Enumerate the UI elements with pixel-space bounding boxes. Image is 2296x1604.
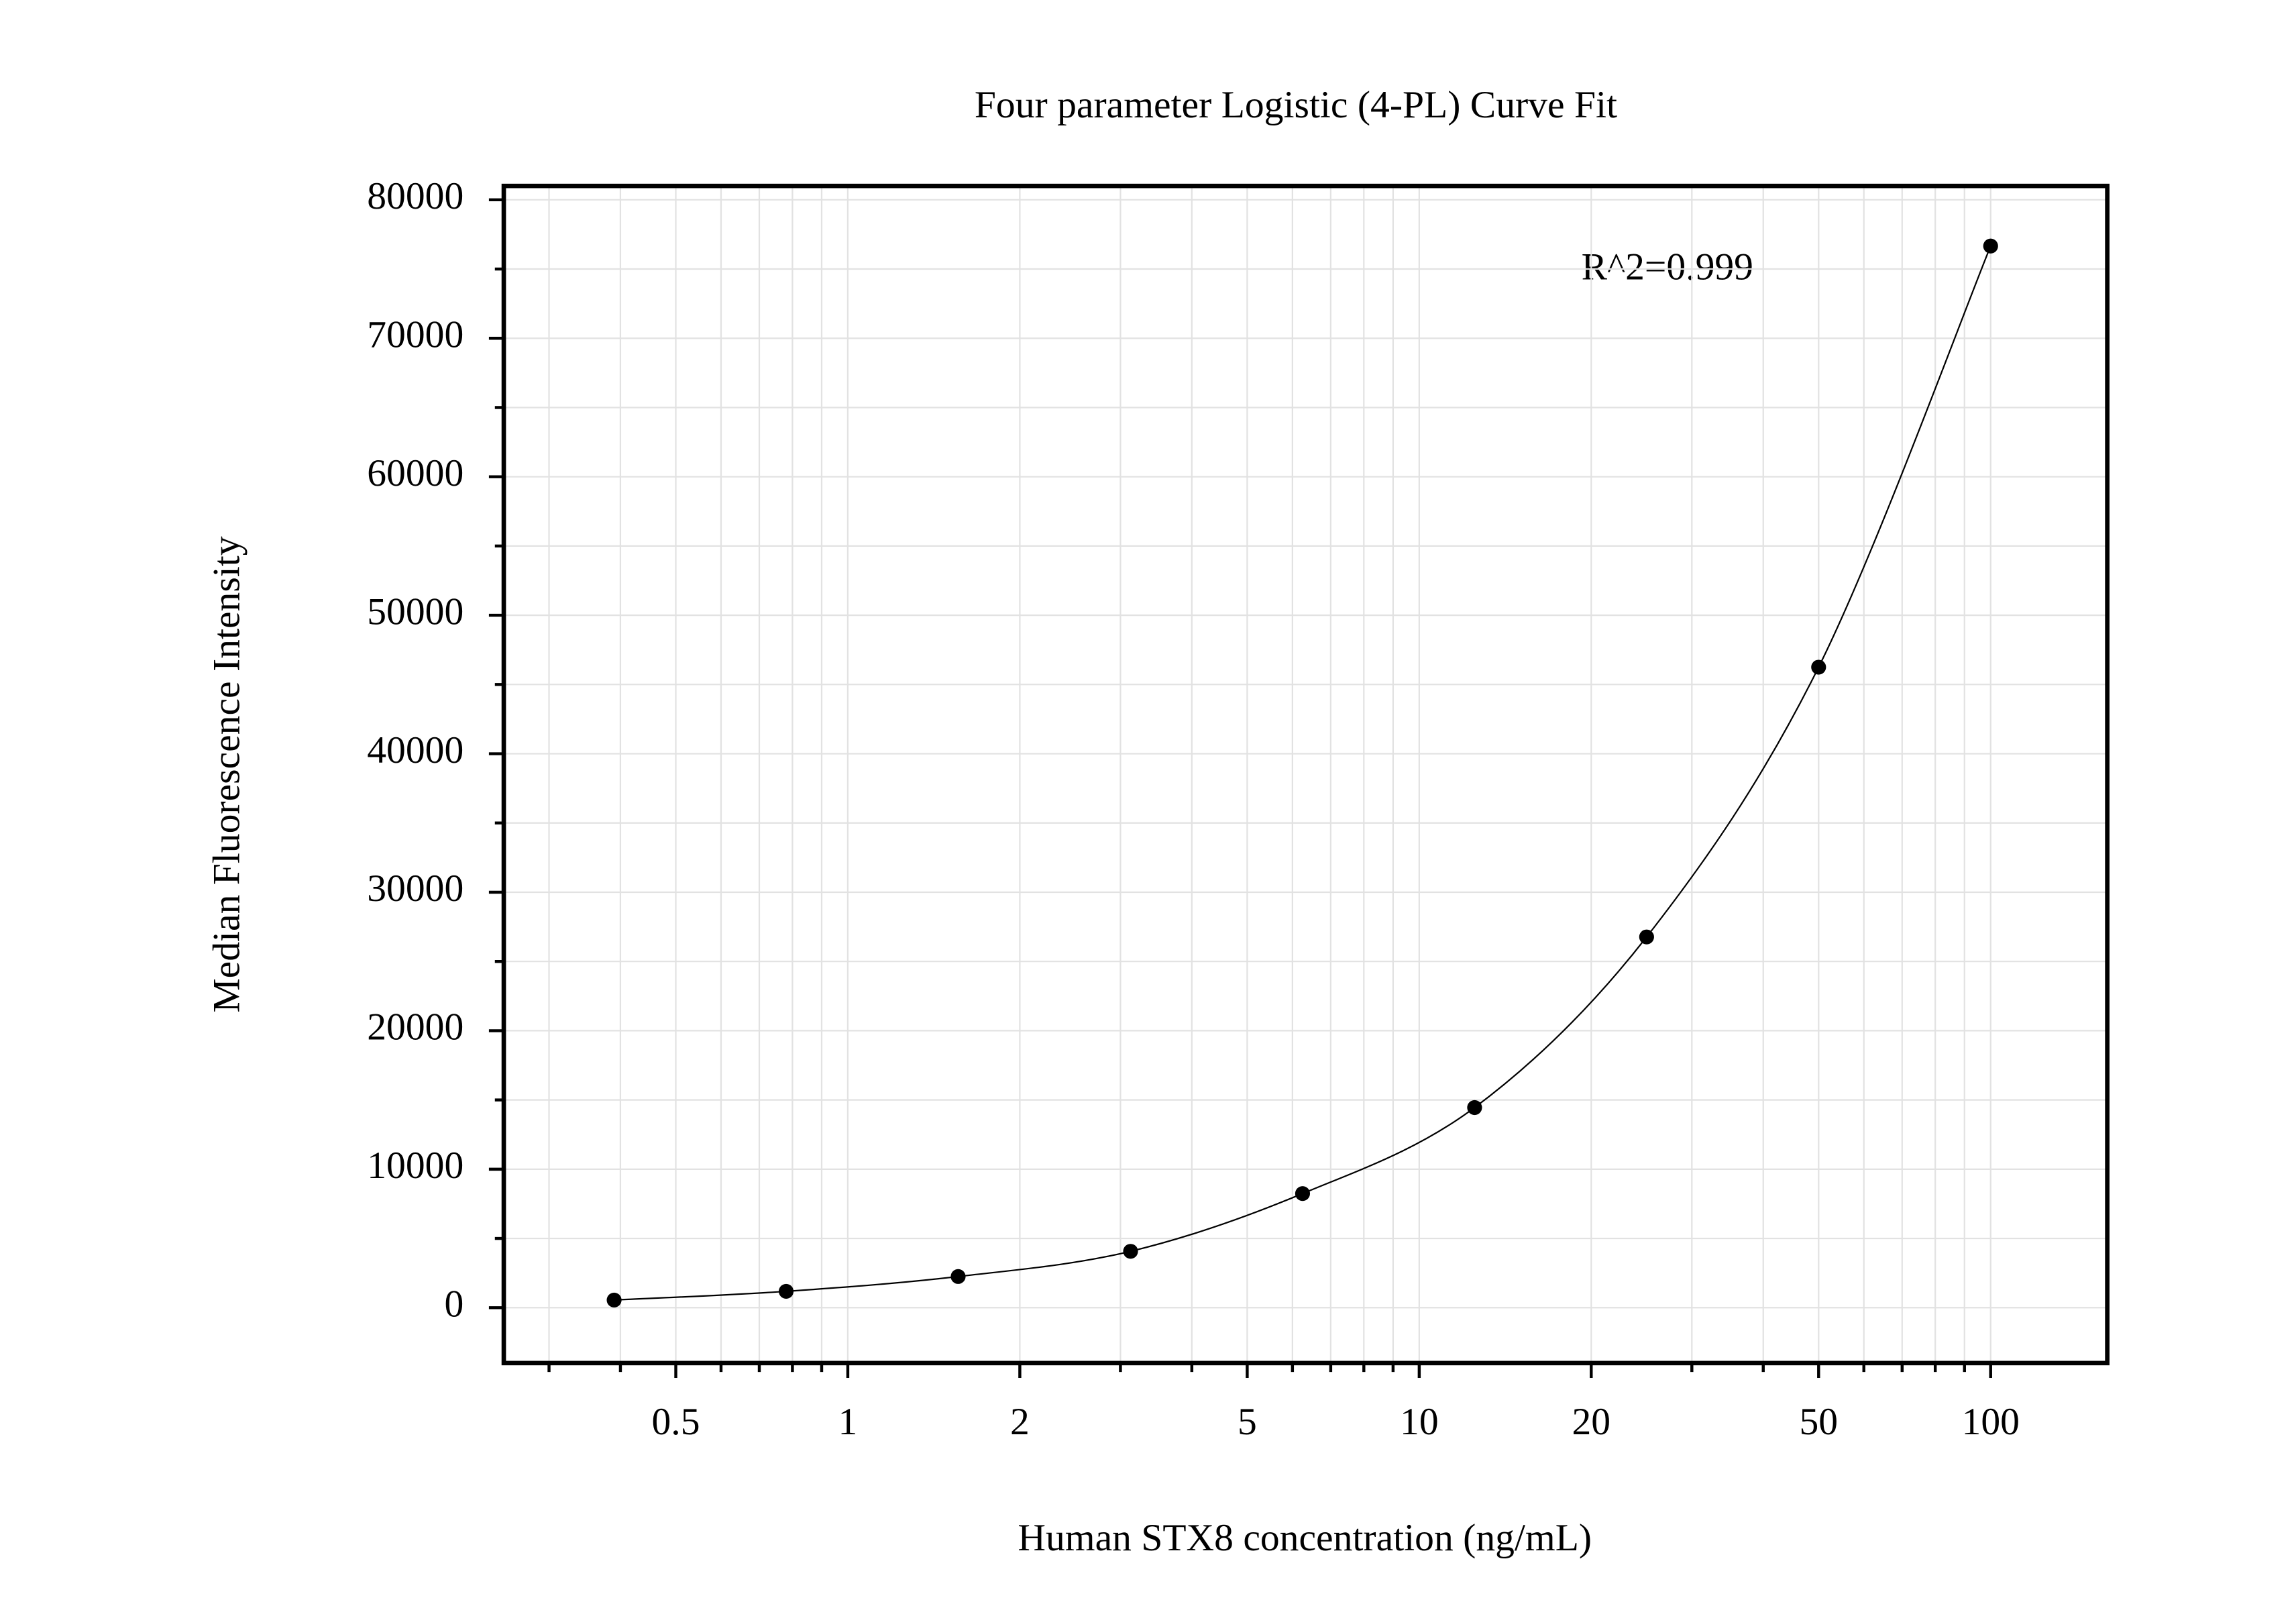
y-tick-label: 60000 [367,452,463,494]
data-point [1467,1100,1482,1116]
x-axis-label: Human STX8 concentration (ng/mL) [1018,1517,1592,1559]
x-tick-label: 2 [1010,1401,1030,1443]
y-tick-label: 40000 [367,729,463,771]
x-tick-label: 5 [1238,1401,1257,1443]
y-tick-label: 80000 [367,175,463,217]
data-point [1639,929,1654,945]
x-tick-label: 20 [1572,1401,1610,1443]
x-tick-label: 1 [838,1401,858,1443]
y-tick-label: 50000 [367,590,463,633]
x-tick-label: 50 [1799,1401,1838,1443]
y-tick-label: 10000 [367,1144,463,1187]
data-point [1983,238,1998,254]
x-tick-label: 10 [1400,1401,1439,1443]
x-tick-label: 100 [1962,1401,2020,1443]
x-tick-label: 0.5 [652,1401,700,1443]
y-tick-label: 70000 [367,313,463,356]
y-tick-label: 0 [444,1283,463,1326]
annotation: R^2=0.999 [1582,246,1753,288]
data-point [606,1292,622,1308]
chart-title: Four parameter Logistic (4-PL) Curve Fit [975,84,1617,126]
data-point [950,1269,966,1284]
y-tick-label: 20000 [367,1006,463,1049]
y-tick-label: 30000 [367,867,463,910]
data-point [1123,1244,1138,1259]
y-axis-label: Median Fluorescence Intensity [206,536,248,1012]
data-point [778,1283,794,1299]
plot-frame [501,183,2110,1366]
data-point [1811,659,1826,675]
data-point [1295,1186,1311,1201]
